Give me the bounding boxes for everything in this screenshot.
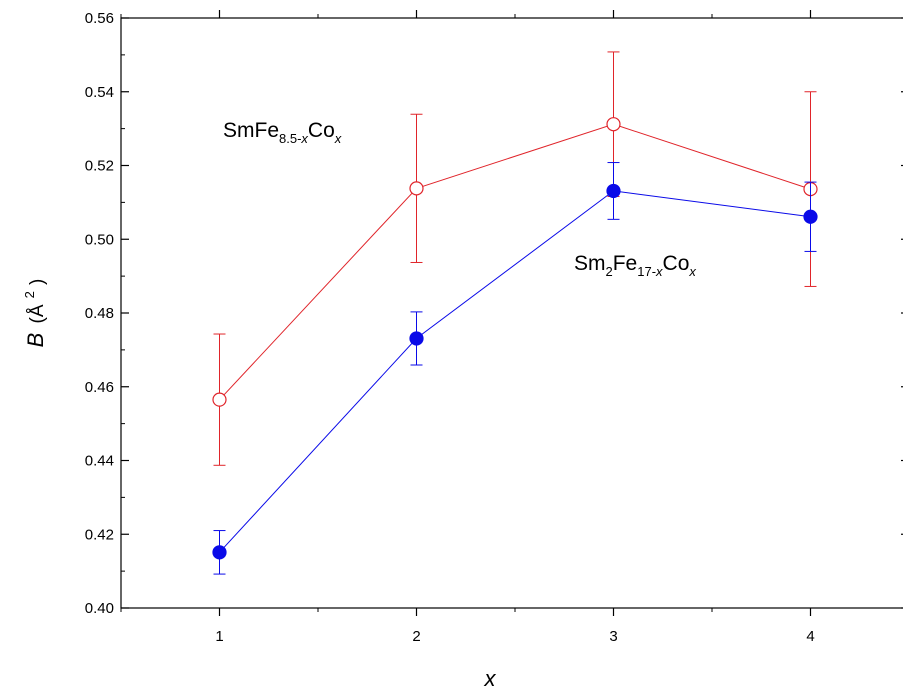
data-point (606, 183, 621, 199)
x-tick-label: 1 (215, 628, 223, 645)
data-point (803, 209, 818, 224)
x-tick-label: 2 (412, 628, 420, 645)
series-line (219, 190, 811, 553)
y-tick-label: 0.40 (85, 600, 114, 617)
y-tick-label: 0.50 (85, 231, 114, 248)
y-axis-title-symbol: B (23, 333, 48, 348)
x-tick-label: 4 (806, 628, 814, 645)
data-point (212, 545, 227, 560)
formula-part: x (655, 264, 663, 279)
y-tick-label: 0.54 (85, 84, 114, 101)
y-tick-label: 0.44 (85, 453, 114, 470)
data-point (409, 181, 424, 196)
formula-part: x (334, 131, 342, 146)
y-tick-label: 0.46 (85, 379, 114, 396)
plot-frame (120, 17, 903, 609)
formula-part: x (300, 131, 308, 146)
series-layer (212, 51, 818, 575)
y-axis-title-sup: 2 (22, 291, 37, 298)
ticks-layer: 0.40 0.42 0.44 0.46 0.48 0.50 0.52 0.54 0.56 1 2 3 4 (85, 10, 903, 645)
y-axis-title-close: ) (27, 279, 48, 285)
formula-part: Co (663, 252, 690, 275)
formula-part: SmFe (223, 119, 279, 142)
y-axis-title-unit: (Å (27, 304, 48, 323)
formula-part: 17- (637, 264, 656, 279)
series-label-smfe: SmFe8.5-xCox (223, 119, 342, 146)
x-tick-label: 3 (609, 628, 617, 645)
series-0 (212, 51, 818, 466)
formula-part: 8.5- (279, 131, 301, 146)
y-tick-label: 0.48 (85, 305, 114, 322)
formula-part: Sm (574, 252, 606, 275)
series-1 (212, 162, 818, 575)
formula-part: Fe (613, 252, 638, 275)
series-line (219, 123, 811, 401)
data-point (606, 117, 621, 132)
series-label-sm2fe: Sm2Fe17-xCox (574, 252, 696, 279)
y-axis-title: B (Å 2 ) (14, 279, 48, 348)
data-point (212, 392, 227, 407)
y-tick-label: 0.56 (85, 10, 114, 27)
x-axis-title: x (484, 666, 497, 691)
formula-part: 2 (606, 264, 613, 279)
formula-part: Co (308, 119, 335, 142)
y-tick-label: 0.42 (85, 526, 114, 543)
y-tick-label: 0.52 (85, 158, 114, 175)
data-point (409, 331, 424, 346)
formula-part: x (688, 264, 696, 279)
